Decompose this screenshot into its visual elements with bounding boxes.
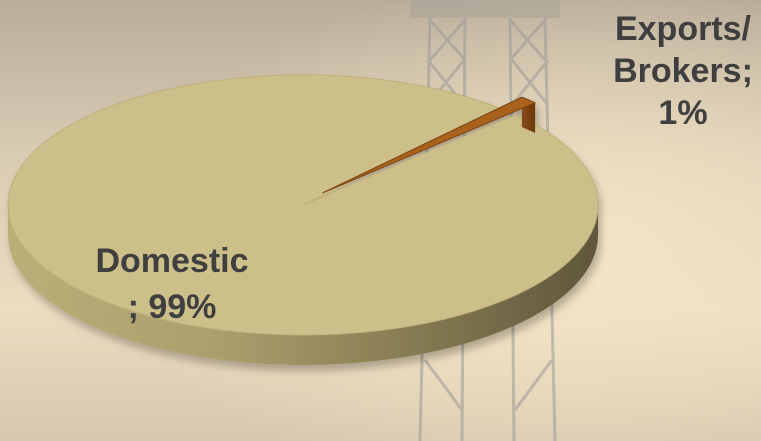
pie-slice-side-domestic [8,205,598,365]
pie-label-domestic: Domestic; 99% [95,242,248,326]
pie-slice-exports-brokers [322,96,537,194]
pie-slice-domestic [7,74,599,336]
pie-label-exports-brokers: Exports/Brokers; 1% [613,10,753,132]
